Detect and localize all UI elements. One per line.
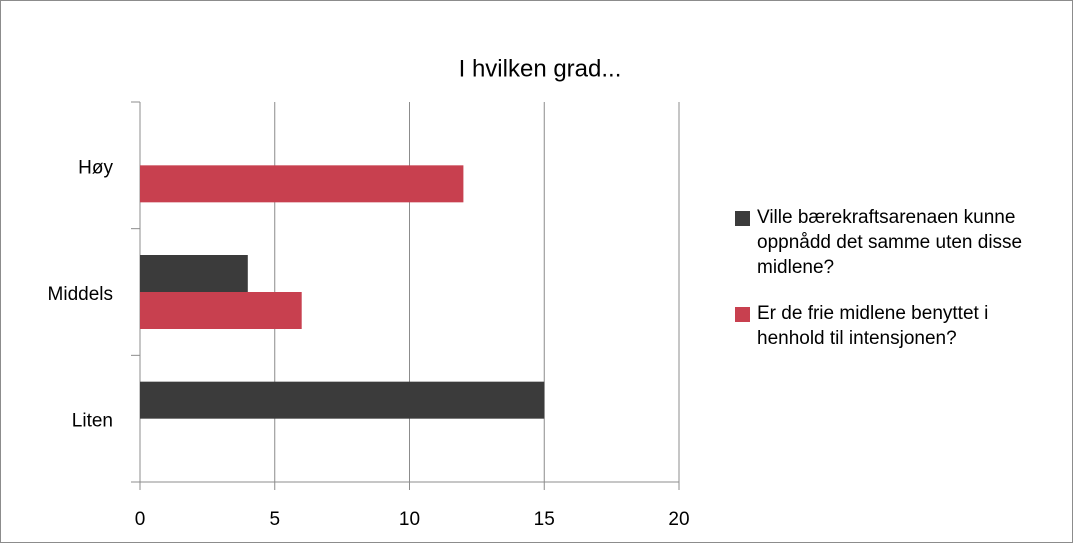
x-tick-label: 0 <box>135 509 146 530</box>
bar <box>140 381 545 419</box>
y-tick-label: Høy <box>78 157 113 178</box>
legend: Ville bærekraftsarenaen kunne oppnådd de… <box>735 205 1055 372</box>
x-tick-label: 20 <box>668 509 689 530</box>
x-tick-label: 15 <box>534 509 555 530</box>
legend-item: Ville bærekraftsarenaen kunne oppnådd de… <box>735 205 1055 280</box>
bar <box>140 255 248 292</box>
legend-swatch <box>735 307 750 322</box>
legend-label: Ville bærekraftsarenaen kunne oppnådd de… <box>757 207 1023 278</box>
bar <box>140 165 464 203</box>
x-tick-label: 10 <box>399 509 420 530</box>
y-tick-label: Middels <box>48 284 113 305</box>
x-tick-label: 5 <box>269 509 280 530</box>
y-tick-label: Liten <box>72 411 113 432</box>
legend-label: Er de frie midlene benyttet i henhold ti… <box>757 303 989 349</box>
bar <box>140 292 302 329</box>
legend-item: Er de frie midlene benyttet i henhold ti… <box>735 301 1055 351</box>
legend-swatch <box>735 211 750 226</box>
chart-title: I hvilken grad... <box>459 55 622 82</box>
